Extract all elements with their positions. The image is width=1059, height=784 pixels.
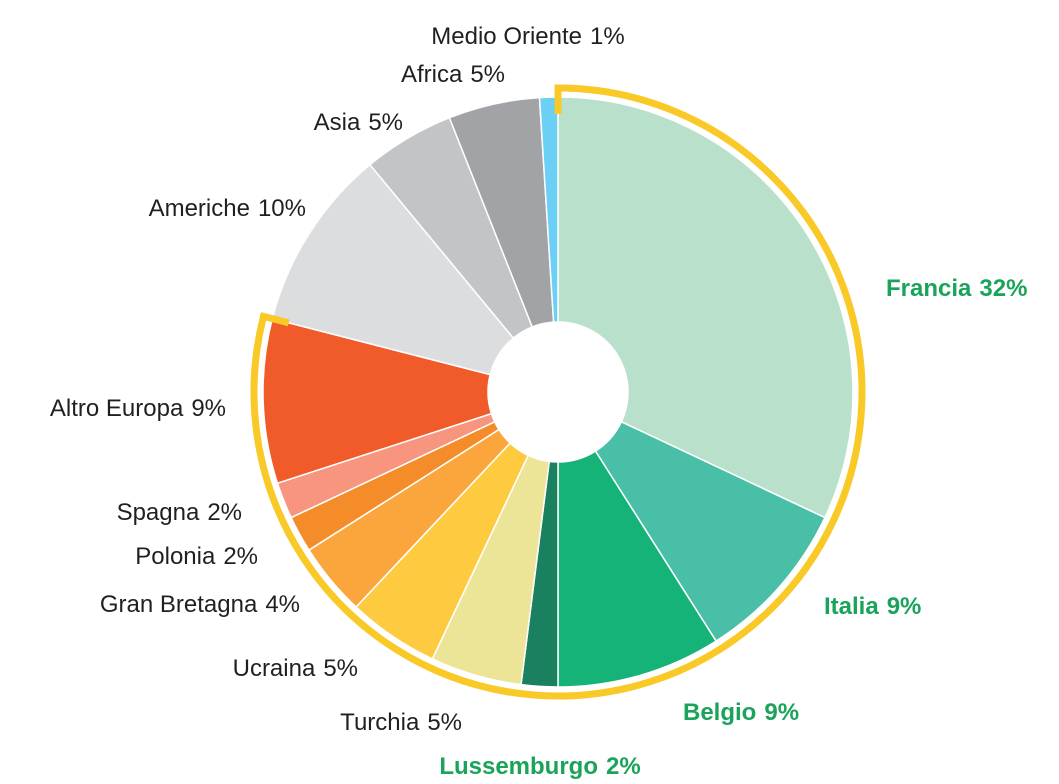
value-label: 9% — [191, 395, 226, 422]
slice-label: Italia 9% — [824, 593, 921, 620]
category-name: Medio Oriente — [431, 23, 582, 50]
value-label: 5% — [368, 109, 403, 136]
category-name: Gran Bretagna — [100, 591, 258, 618]
category-name: Lussemburgo — [439, 753, 598, 780]
slice-label: Turchia 5% — [340, 709, 462, 736]
slice-label: Belgio 9% — [683, 699, 799, 726]
slice — [538, 96, 559, 323]
category-name: Francia — [886, 275, 972, 302]
value-label: 10% — [258, 195, 306, 222]
slice-label: Medio Oriente 1% — [431, 23, 624, 50]
value-label: 5% — [427, 709, 462, 736]
slice — [594, 420, 826, 643]
category-name: Spagna — [117, 499, 200, 526]
slice-label: Lussemburgo 2% — [439, 753, 640, 780]
slice-label: Asia 5% — [314, 109, 403, 136]
slice-label: Africa 5% — [401, 61, 505, 88]
category-name: Polonia — [135, 543, 216, 570]
category-name: Americhe — [149, 195, 250, 222]
category-name: Africa — [401, 61, 463, 88]
slice-label: Gran Bretagna 4% — [100, 591, 300, 618]
group-outline — [250, 84, 866, 700]
slice — [262, 317, 493, 485]
value-label: 1% — [590, 23, 625, 50]
category-name: Belgio — [683, 699, 756, 726]
category-name: Ucraina — [233, 655, 316, 682]
slice-label: Francia 32% — [886, 275, 1027, 302]
value-label: 32% — [979, 275, 1027, 302]
value-label: 2% — [606, 753, 641, 780]
slice — [557, 96, 854, 519]
value-label: 2% — [223, 543, 258, 570]
slice-label: Americhe 10% — [149, 195, 306, 222]
value-label: 2% — [207, 499, 242, 526]
slice — [557, 450, 718, 688]
category-name: Turchia — [340, 709, 420, 736]
slice-label: Altro Europa 9% — [50, 395, 226, 422]
slice — [271, 163, 515, 376]
value-label: 4% — [265, 591, 300, 618]
value-label: 9% — [764, 699, 799, 726]
value-label: 5% — [323, 655, 358, 682]
value-label: 5% — [470, 61, 505, 88]
category-name: Italia — [824, 593, 879, 620]
slice-label: Polonia 2% — [135, 543, 258, 570]
category-name: Altro Europa — [50, 395, 184, 422]
category-name: Asia — [314, 109, 361, 136]
slice-label: Ucraina 5% — [233, 655, 358, 682]
value-label: 9% — [887, 593, 922, 620]
slice-label: Spagna 2% — [117, 499, 242, 526]
